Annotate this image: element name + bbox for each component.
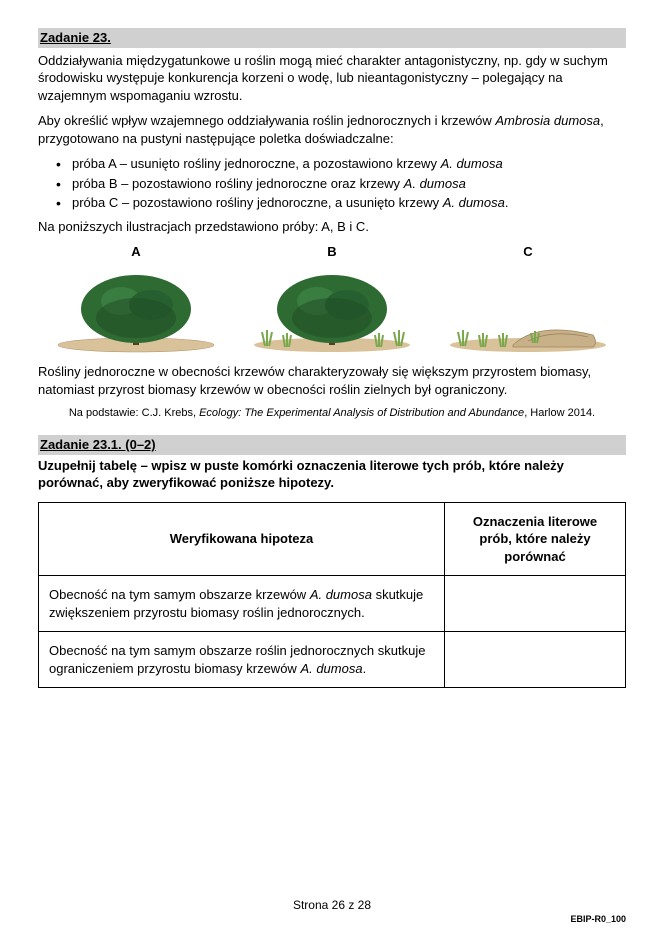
para2-em: Ambrosia dumosa	[495, 113, 600, 128]
illus-a	[51, 263, 221, 353]
row1-a: Obecność na tym samym obszarze krzewów	[49, 587, 310, 602]
task-231-instr: Uzupełnij tabelę – wpisz w puste komórki…	[38, 457, 626, 492]
page-footer: Strona 26 z 28	[0, 897, 664, 913]
bullet-c-post: .	[505, 195, 509, 210]
bullet-list: próba A – usunięto rośliny jednoroczne, …	[38, 155, 626, 212]
col-answer: Oznaczenia literowe prób, które należy p…	[445, 502, 626, 576]
row2-em: A. dumosa	[300, 661, 362, 676]
label-b: B	[252, 243, 412, 261]
label-c: C	[448, 243, 608, 261]
bullet-a-pre: próba A – usunięto rośliny jednoroczne, …	[72, 156, 441, 171]
hypothesis-2: Obecność na tym samym obszarze roślin je…	[39, 632, 445, 688]
col-hypothesis: Weryfikowana hipoteza	[39, 502, 445, 576]
answer-table: Weryfikowana hipoteza Oznaczenia literow…	[38, 502, 626, 689]
row2-a: Obecność na tym samym obszarze roślin je…	[49, 643, 425, 676]
below-illus-text: Na poniższych ilustracjach przedstawiono…	[38, 218, 626, 236]
bullet-c: próba C – pozostawiono rośliny jednorocz…	[56, 194, 626, 212]
answer-cell-1[interactable]	[445, 576, 626, 632]
cite-a: Na podstawie: C.J. Krebs,	[69, 407, 199, 419]
row1-em: A. dumosa	[310, 587, 372, 602]
task-23-heading: Zadanie 23.	[38, 28, 626, 48]
task-23-para3: Rośliny jednoroczne w obecności krzewów …	[38, 363, 626, 398]
hypothesis-1: Obecność na tym samym obszarze krzewów A…	[39, 576, 445, 632]
illus-labels: A B C	[38, 243, 626, 261]
bullet-b-em: A. dumosa	[404, 176, 466, 191]
answer-cell-2[interactable]	[445, 632, 626, 688]
task-231-heading: Zadanie 23.1. (0–2)	[38, 435, 626, 455]
citation: Na podstawie: C.J. Krebs, Ecology: The E…	[38, 406, 626, 421]
row2-b: .	[363, 661, 367, 676]
bullet-b: próba B – pozostawiono rośliny jednorocz…	[56, 175, 626, 193]
task-23-para2: Aby określić wpływ wzajemnego oddziaływa…	[38, 112, 626, 147]
page: Zadanie 23. Oddziaływania międzygatunkow…	[0, 0, 664, 939]
task-23-para1: Oddziaływania międzygatunkowe u roślin m…	[38, 52, 626, 105]
illus-b	[247, 263, 417, 353]
cite-em: Ecology: The Experimental Analysis of Di…	[199, 407, 524, 419]
illustrations	[38, 263, 626, 353]
bullet-b-pre: próba B – pozostawiono rośliny jednorocz…	[72, 176, 404, 191]
cite-b: , Harlow 2014.	[524, 407, 595, 419]
bullet-c-em: A. dumosa	[443, 195, 505, 210]
illus-c	[443, 263, 613, 353]
doc-id: EBIP-R0_100	[570, 913, 626, 925]
label-a: A	[56, 243, 216, 261]
bullet-a-em: A. dumosa	[441, 156, 503, 171]
bullet-a: próba A – usunięto rośliny jednoroczne, …	[56, 155, 626, 173]
para2-a: Aby określić wpływ wzajemnego oddziaływa…	[38, 113, 495, 128]
bullet-c-pre: próba C – pozostawiono rośliny jednorocz…	[72, 195, 443, 210]
